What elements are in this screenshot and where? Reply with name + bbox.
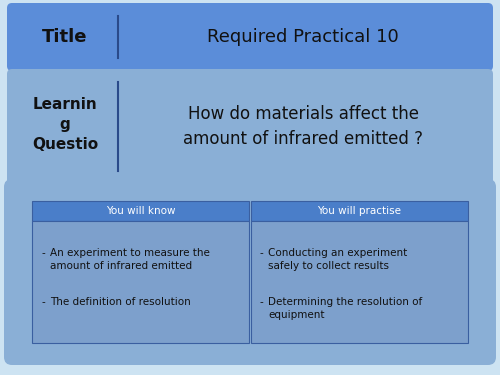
FancyBboxPatch shape [4, 179, 496, 365]
FancyBboxPatch shape [251, 201, 468, 221]
FancyBboxPatch shape [7, 3, 493, 71]
Text: -: - [42, 297, 46, 307]
Text: You will know: You will know [106, 206, 176, 216]
Text: -: - [260, 248, 264, 258]
Text: The definition of resolution: The definition of resolution [50, 297, 191, 307]
Text: Title: Title [42, 28, 88, 46]
Text: How do materials affect the
amount of infrared emitted ?: How do materials affect the amount of in… [183, 105, 423, 148]
Text: -: - [42, 248, 46, 258]
FancyBboxPatch shape [251, 221, 468, 343]
Text: Learnin
g
Questio: Learnin g Questio [32, 97, 98, 152]
Text: -: - [260, 297, 264, 307]
Text: An experiment to measure the
amount of infrared emitted: An experiment to measure the amount of i… [50, 248, 210, 271]
FancyBboxPatch shape [32, 201, 249, 221]
Text: You will practise: You will practise [317, 206, 401, 216]
FancyBboxPatch shape [32, 221, 249, 343]
FancyBboxPatch shape [7, 69, 493, 184]
Text: Conducting an experiment
safely to collect results: Conducting an experiment safely to colle… [268, 248, 407, 271]
Text: Determining the resolution of
equipment: Determining the resolution of equipment [268, 297, 422, 320]
Text: Required Practical 10: Required Practical 10 [207, 28, 399, 46]
